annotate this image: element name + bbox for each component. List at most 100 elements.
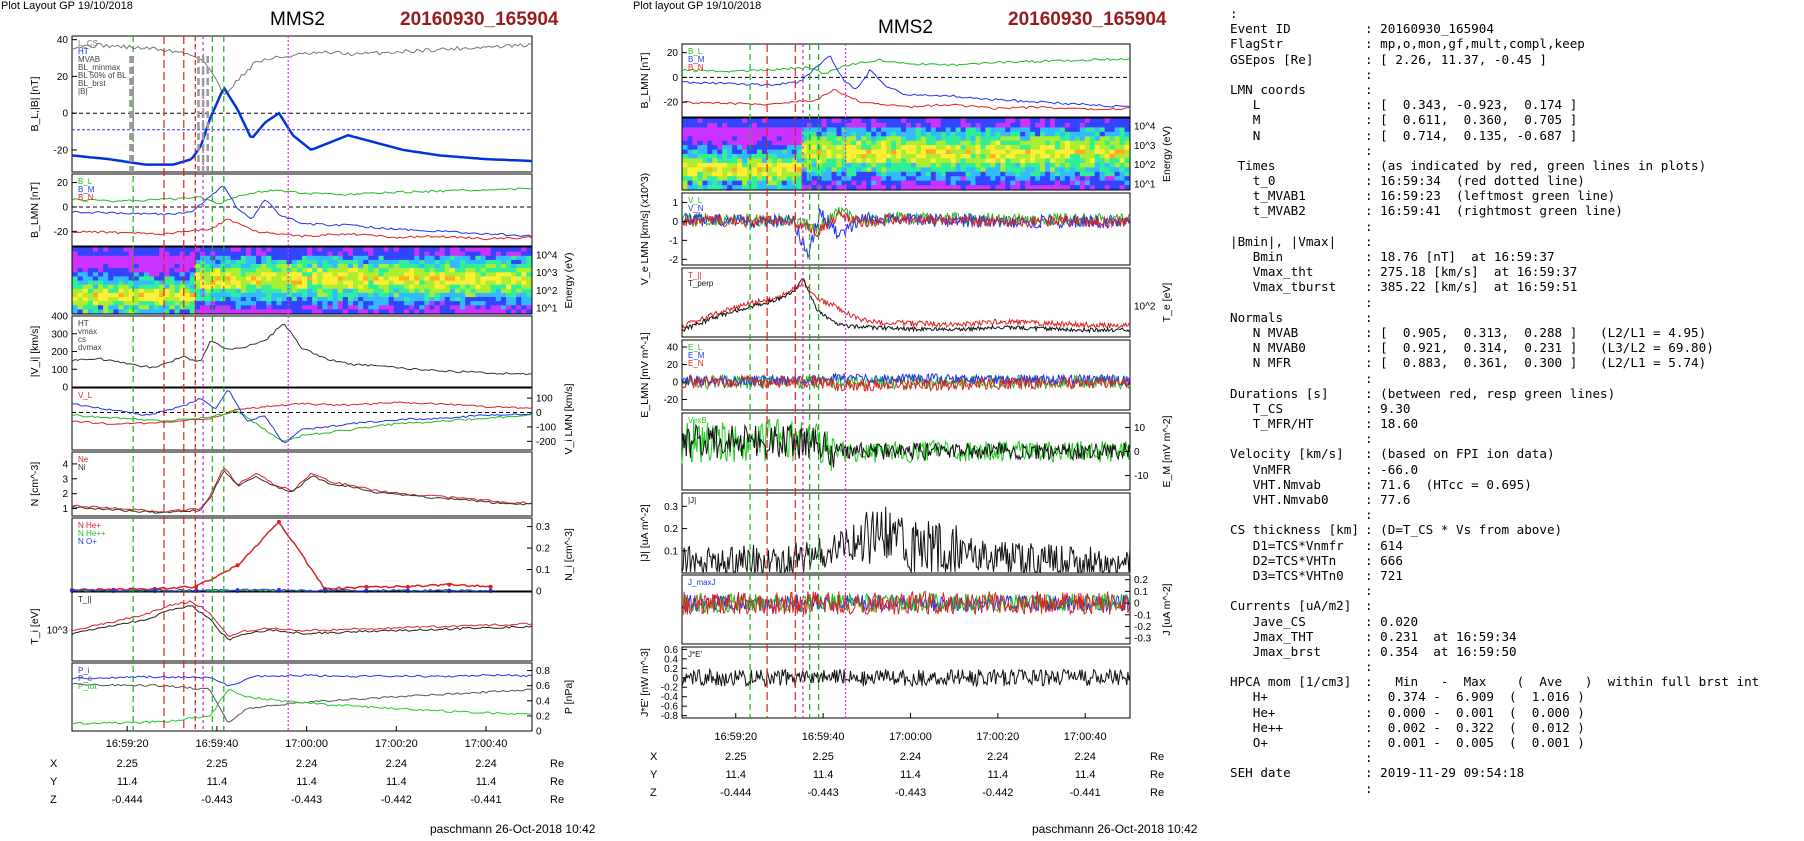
spectrogram-cell bbox=[373, 255, 380, 261]
spectrogram-cell bbox=[276, 255, 283, 261]
spectrogram-cell bbox=[980, 140, 987, 146]
spectrogram-cell bbox=[1035, 118, 1041, 124]
spectrogram-cell bbox=[307, 247, 313, 253]
spectrogram-cell bbox=[490, 255, 497, 261]
spectrogram-cell bbox=[444, 297, 451, 302]
spectrogram-cell bbox=[164, 305, 170, 310]
spectrogram-cell bbox=[419, 255, 425, 261]
spectrogram-cell bbox=[1040, 145, 1046, 151]
spectrogram-cell bbox=[945, 154, 952, 159]
spectrogram-cell bbox=[752, 131, 758, 137]
spectrogram-cell bbox=[727, 118, 733, 124]
series-JN bbox=[681, 590, 1131, 616]
spectrogram-cell bbox=[722, 171, 728, 177]
spectrogram-cell bbox=[727, 122, 733, 128]
spectrogram-cell bbox=[896, 140, 902, 146]
spectrogram-cell bbox=[801, 162, 808, 168]
spectrogram-cell bbox=[210, 288, 216, 294]
summary-row: : bbox=[1230, 371, 1759, 386]
spectrogram-cell bbox=[439, 259, 446, 265]
spectrogram-cell bbox=[1040, 180, 1046, 186]
y-tick-label: 0.1 bbox=[664, 546, 678, 557]
spectrogram-cell bbox=[901, 145, 907, 151]
spectrogram-cell bbox=[307, 288, 313, 294]
spectrogram-cell bbox=[707, 145, 713, 151]
spectrogram-cell bbox=[92, 301, 99, 306]
spectrogram-cell bbox=[727, 136, 733, 142]
spectrogram-cell bbox=[1020, 136, 1026, 142]
spectrogram-cell bbox=[1025, 145, 1031, 151]
spectrogram-cell bbox=[169, 272, 176, 277]
spectrogram-cell bbox=[732, 127, 738, 133]
spectrogram-cell bbox=[1025, 167, 1031, 173]
spectrogram-cell bbox=[732, 167, 738, 173]
spectrogram-cell bbox=[1099, 162, 1106, 168]
ephemeris-unit: Re bbox=[1150, 751, 1164, 763]
spectrogram-cell bbox=[291, 292, 298, 298]
spectrogram-cell bbox=[286, 251, 293, 257]
spectrogram-cell bbox=[271, 259, 278, 265]
summary-key: L bbox=[1230, 97, 1261, 113]
spectrogram-cell bbox=[398, 276, 405, 282]
spectrogram-cell bbox=[174, 247, 181, 253]
spectrogram-cell bbox=[1045, 167, 1051, 173]
spectrogram-cell bbox=[103, 305, 109, 310]
spectrogram-cell bbox=[429, 297, 436, 302]
spectrogram-cell bbox=[98, 280, 104, 286]
spectrogram-cell bbox=[1114, 140, 1121, 146]
spectrogram-cell bbox=[434, 259, 441, 265]
spectrogram-cell bbox=[118, 259, 125, 265]
spectrogram-cell bbox=[419, 259, 425, 265]
spectrogram-cell bbox=[940, 167, 947, 173]
spectrogram-cell bbox=[251, 264, 257, 269]
spectrogram-cell bbox=[881, 167, 887, 173]
ephemeris-value: -0.443 bbox=[808, 787, 839, 799]
series-BM bbox=[681, 57, 1131, 75]
spectrogram-cell bbox=[251, 247, 257, 253]
spectrogram-cell bbox=[1119, 154, 1126, 159]
spectrogram-cell bbox=[901, 149, 907, 155]
spectrogram-cell bbox=[1119, 167, 1126, 173]
spectrogram-cell bbox=[495, 272, 502, 277]
spectrogram-cell bbox=[378, 276, 385, 282]
spectrogram-cell bbox=[337, 305, 344, 310]
spectrogram-cell bbox=[490, 276, 497, 282]
spectrogram-cell bbox=[682, 180, 689, 186]
spectrogram-cell bbox=[1109, 131, 1116, 137]
spectrogram-cell bbox=[495, 264, 502, 269]
spectrogram-cell bbox=[470, 268, 476, 273]
summary-row: Vmax_tht: 275.18 [km/s] at 16:59:37 bbox=[1230, 264, 1759, 279]
spectrogram-cell bbox=[317, 297, 323, 302]
spectrogram-cell bbox=[1079, 118, 1086, 124]
summary-value: : 16:59:34 (red dotted line) bbox=[1365, 173, 1585, 189]
legend-entry: Ni bbox=[78, 463, 86, 472]
spectrogram-cell bbox=[901, 118, 907, 124]
spectrogram-cell bbox=[747, 149, 753, 155]
spectrogram-cell bbox=[970, 118, 977, 124]
ephemeris-value: -0.444 bbox=[720, 787, 751, 799]
spectrogram-cell bbox=[82, 292, 89, 298]
y-tick-label: -20 bbox=[664, 98, 679, 109]
spectrogram-cell bbox=[302, 247, 308, 253]
spectrogram-cell bbox=[965, 118, 972, 124]
spectrogram-cell bbox=[1040, 167, 1046, 173]
spectrogram-cell bbox=[506, 301, 512, 306]
spectrogram-cell bbox=[901, 127, 907, 133]
spectrogram-cell bbox=[925, 185, 932, 191]
spectrogram-cell bbox=[950, 185, 957, 191]
spectrogram-cell bbox=[261, 268, 267, 273]
spectrogram-cell bbox=[697, 176, 703, 182]
spectrogram-cell bbox=[302, 272, 308, 277]
spectrogram-cell bbox=[766, 140, 773, 146]
spectrogram-cell bbox=[327, 309, 334, 315]
spectrogram-cell bbox=[485, 251, 492, 257]
spectrogram-cell bbox=[940, 118, 947, 124]
spectrogram-cell bbox=[194, 251, 201, 257]
spectrogram-cell bbox=[266, 264, 272, 269]
spectrogram-cell bbox=[103, 276, 109, 282]
spectrogram-cell bbox=[363, 288, 369, 294]
spectrogram-cell bbox=[866, 185, 872, 191]
spectrogram-cell bbox=[521, 268, 527, 273]
spectrogram-cell bbox=[378, 297, 385, 302]
summary-key: T_MFR/HT bbox=[1230, 416, 1314, 432]
